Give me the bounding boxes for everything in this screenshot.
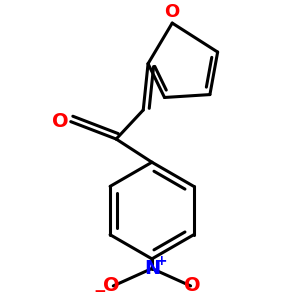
Text: O: O [103, 276, 120, 296]
Text: +: + [156, 254, 167, 268]
Text: −: − [93, 284, 106, 299]
Text: O: O [52, 112, 69, 131]
Text: O: O [165, 3, 180, 21]
Text: O: O [184, 276, 201, 296]
Text: N: N [144, 259, 160, 278]
